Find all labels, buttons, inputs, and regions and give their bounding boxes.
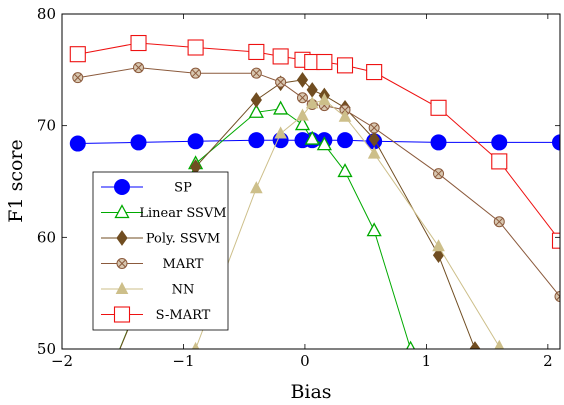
legend-marker-sp: [114, 179, 130, 195]
legend-label: MART: [163, 257, 204, 272]
series-layer: [69, 34, 560, 378]
data-point-mart: [433, 168, 445, 180]
data-point-sp: [430, 134, 447, 151]
x-tick-label: 2: [543, 352, 553, 370]
axis-ticks: −2 −1 0 1 2 50 60 70 80: [37, 5, 560, 370]
data-point-poly-ssvm: [306, 82, 318, 98]
legend-marker-nn: [115, 281, 129, 294]
data-point-linear-ssvm: [366, 222, 382, 237]
legend-marker-poly-ssvm: [116, 230, 128, 246]
data-point-nn: [318, 92, 331, 105]
data-point-linear-ssvm: [406, 340, 416, 349]
plot-frame: [61, 13, 561, 350]
y-tick-label: 50: [37, 340, 56, 358]
legend-label: Poly. SSVM: [146, 232, 220, 247]
legend-entry-nn: NN: [101, 281, 195, 298]
data-point-nn: [191, 341, 200, 349]
legend-entry-s-mart: S-MART: [101, 306, 211, 323]
legend-entry-poly-ssvm: Poly. SSVM: [101, 230, 220, 247]
data-point-s-mart: [366, 64, 383, 81]
legend-entry-linear-ssvm: Linear SSVM: [101, 204, 227, 221]
legend-label: Linear SSVM: [139, 206, 226, 221]
data-point-linear-ssvm: [273, 100, 289, 115]
data-point-linear-ssvm: [294, 116, 311, 131]
data-point-s-mart: [336, 57, 354, 74]
data-point-nn: [338, 109, 352, 122]
data-point-sp: [248, 132, 265, 149]
data-point-sp: [187, 133, 204, 150]
data-point-s-mart: [130, 34, 147, 52]
y-tick-label: 70: [37, 117, 56, 135]
data-point-mart: [368, 122, 380, 134]
data-point-s-mart: [491, 153, 508, 170]
data-point-poly-ssvm: [106, 364, 116, 378]
data-point-poly-ssvm: [250, 92, 262, 108]
y-tick-label: 60: [37, 228, 56, 246]
data-point-linear-ssvm: [316, 136, 332, 151]
data-point-mart: [554, 291, 560, 303]
data-point-poly-ssvm: [368, 131, 380, 147]
x-tick-label: 1: [422, 352, 432, 370]
data-point-s-mart: [187, 39, 204, 56]
data-point-s-mart: [69, 46, 86, 63]
data-point-sp: [130, 134, 147, 151]
x-tick-label: −1: [172, 352, 194, 370]
x-tick-label: 0: [300, 352, 310, 370]
legend-box: [92, 171, 229, 331]
series-nn: [191, 92, 505, 349]
data-point-mart: [493, 216, 505, 228]
data-point-nn: [305, 96, 319, 109]
legend-entry-sp: SP: [101, 179, 192, 196]
data-point-poly-ssvm: [469, 341, 481, 349]
legend-label: SP: [174, 181, 192, 196]
data-point-s-mart: [316, 53, 333, 71]
data-point-mart: [72, 72, 84, 84]
y-tick-label: 80: [37, 5, 56, 23]
x-tick-label: −2: [51, 352, 73, 370]
data-point-poly-ssvm: [432, 247, 445, 264]
legend-marker-mart: [116, 258, 128, 269]
data-point-nn: [274, 126, 287, 139]
legend-marker-s-mart: [113, 306, 131, 323]
x-axis-label: Bias: [290, 381, 331, 403]
data-point-mart: [296, 92, 308, 104]
y-axis-label: F1 score: [5, 139, 27, 222]
series-line-nn: [195, 99, 500, 349]
series-line-linear-ssvm: [119, 108, 412, 349]
data-point-nn: [432, 239, 445, 252]
data-point-nn: [250, 181, 263, 194]
data-point-s-mart: [248, 43, 265, 61]
data-point-linear-ssvm: [248, 103, 264, 118]
data-point-linear-ssvm: [337, 163, 353, 178]
legend-label: NN: [172, 283, 195, 298]
data-point-mart: [250, 67, 262, 79]
data-point-mart: [133, 62, 145, 74]
data-point-sp: [552, 134, 560, 151]
data-point-poly-ssvm: [296, 72, 309, 88]
series-s-mart: [69, 34, 560, 249]
data-point-linear-ssvm: [104, 364, 117, 376]
data-point-s-mart: [551, 232, 560, 249]
data-point-s-mart: [430, 99, 447, 116]
legend: SP Linear SSVM Poly. SSVM MART NN S-MART: [92, 171, 229, 331]
legend-entry-mart: MART: [101, 257, 204, 272]
legend-label: S-MART: [156, 308, 211, 323]
data-point-mart: [275, 76, 287, 88]
data-point-nn: [367, 146, 381, 159]
data-point-nn: [296, 108, 309, 121]
data-point-sp: [69, 135, 86, 152]
data-point-s-mart: [272, 48, 289, 65]
data-point-nn: [494, 339, 505, 349]
data-point-sp: [337, 132, 354, 149]
legend-marker-linear-ssvm: [114, 204, 130, 219]
data-point-mart: [190, 67, 202, 79]
data-point-linear-ssvm: [304, 130, 320, 145]
data-point-sp: [491, 134, 508, 151]
